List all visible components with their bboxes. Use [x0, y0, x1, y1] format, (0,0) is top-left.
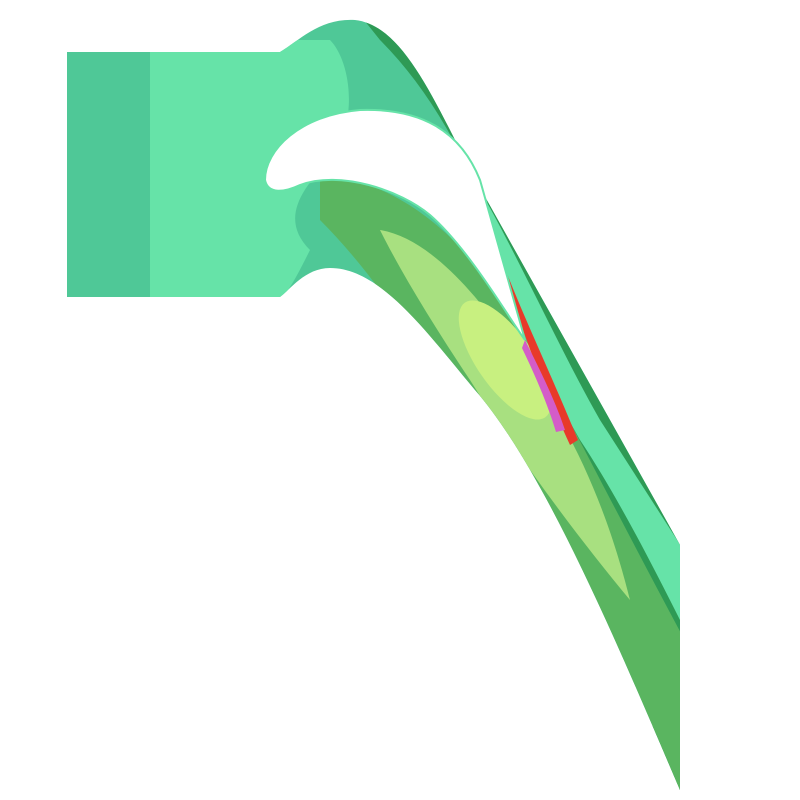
wake-peak: [458, 300, 552, 420]
wake-core: [380, 230, 630, 600]
shear-streak-2: [522, 340, 565, 432]
suction-band: [480, 190, 680, 640]
blade: [263, 108, 526, 341]
inlet-contour: [150, 40, 349, 300]
shear-streak: [498, 250, 578, 445]
